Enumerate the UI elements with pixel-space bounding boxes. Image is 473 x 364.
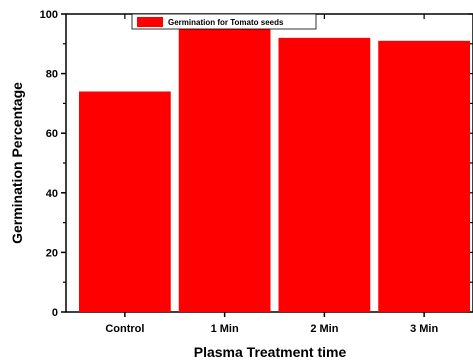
y-tick-label: 40 <box>46 188 58 200</box>
bars <box>79 28 470 313</box>
x-tick-label: Control <box>105 323 144 335</box>
y-tick-label: 80 <box>46 69 58 81</box>
legend-label: Germination for Tomato seeds <box>168 18 284 27</box>
x-axis-title: Plasma Treatment time <box>194 344 347 360</box>
legend-swatch <box>137 17 163 27</box>
y-tick-label: 60 <box>46 128 58 140</box>
bar <box>278 37 371 313</box>
x-tick-label: 2 Min <box>310 323 338 335</box>
legend: Germination for Tomato seeds <box>131 13 317 30</box>
legend-box <box>131 13 317 30</box>
x-axis: Control 1 Min 2 Min 3 Min <box>105 312 438 335</box>
x-tick-label: 3 Min <box>410 323 438 335</box>
y-tick-label: 20 <box>46 247 58 259</box>
bar <box>378 40 470 312</box>
y-axis: 0 20 40 60 80 100 <box>40 9 66 319</box>
y-tick-label: 100 <box>40 9 58 21</box>
bar <box>178 28 271 313</box>
y-tick-label: 0 <box>52 307 58 319</box>
bar <box>79 91 171 312</box>
x-tick-label: 1 Min <box>211 323 239 335</box>
y-axis-title: Germination Percentage <box>9 82 25 244</box>
